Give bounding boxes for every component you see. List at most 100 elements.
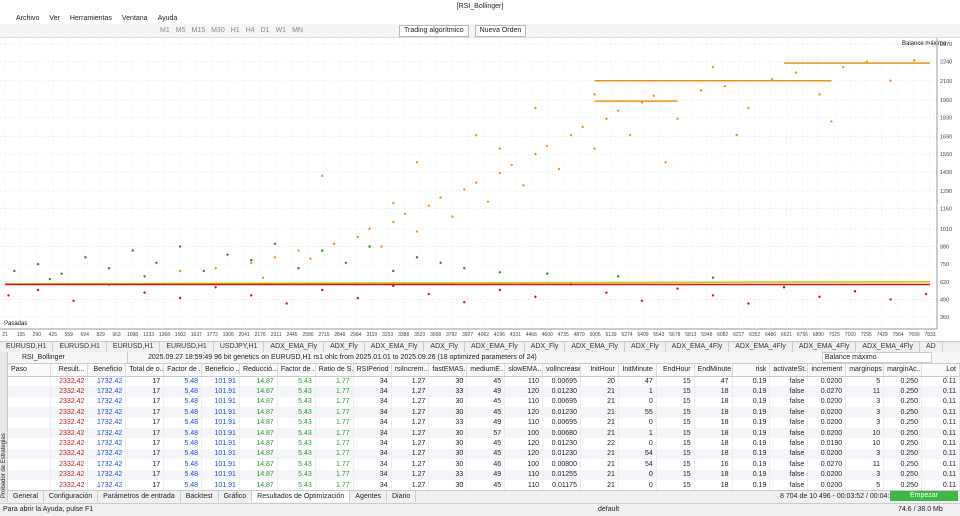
timeframe-button[interactable]: M30 xyxy=(211,27,225,34)
cell: 0.250 xyxy=(883,438,922,449)
column-header[interactable]: RSIPeriod xyxy=(353,364,392,377)
symbol-tab[interactable]: ADX_Fly xyxy=(324,342,365,352)
column-header[interactable]: Ratio de S... xyxy=(315,364,354,377)
symbol-tab[interactable]: EURUSD,H1 xyxy=(160,342,214,352)
cell: 0.19 xyxy=(732,386,771,397)
table-row[interactable]: 2332.42 1732.42 17 5.48 101.91 14.87 5.43 1.77 3… xyxy=(8,469,960,480)
symbol-tab[interactable]: ADX_Fly xyxy=(525,342,566,352)
cell: 5.43 xyxy=(277,407,316,418)
column-header[interactable]: risk xyxy=(732,364,771,377)
point xyxy=(178,245,182,248)
symbol-tab[interactable]: ADX_EMA_Fly xyxy=(264,342,325,352)
table-row[interactable]: 2332.42 1732.42 17 5.48 101.91 14.87 5.43 1.77 3… xyxy=(8,417,960,428)
symbol-tab[interactable]: ADX_EMA_4Fly xyxy=(666,342,730,352)
column-header[interactable]: InitHour xyxy=(580,364,619,377)
cell: 1.77 xyxy=(315,386,354,397)
timeframe-button[interactable]: MN xyxy=(292,27,303,34)
symbol-tab[interactable]: USDJPY,H1 xyxy=(214,342,265,352)
menu-item[interactable]: Ventana xyxy=(121,15,148,22)
column-header[interactable]: Reducció... xyxy=(239,364,278,377)
tester-tab[interactable]: Configuración xyxy=(44,491,99,502)
timeframe-button[interactable]: M15 xyxy=(191,27,206,34)
column-header[interactable]: fastEMAS... xyxy=(428,364,468,377)
x-axis-label: Pasadas xyxy=(4,321,27,327)
new-order-button[interactable]: Nueva Orden xyxy=(474,24,527,37)
tester-tab[interactable]: Diario xyxy=(387,491,417,502)
symbol-tab[interactable]: ADX_EMA_4Fly xyxy=(729,342,793,352)
column-header[interactable]: Result... xyxy=(50,364,89,377)
column-header[interactable]: Lot xyxy=(921,364,960,377)
timeframe-button[interactable]: W1 xyxy=(275,27,287,34)
x-tick-label: 5948 xyxy=(701,332,712,338)
column-header[interactable]: Beneficio ... xyxy=(201,364,240,377)
optimization-chart: Balance máximo Pasadas 23702240210019601… xyxy=(0,38,960,341)
menu-item[interactable]: Herramientas xyxy=(69,15,112,22)
column-header[interactable]: increment xyxy=(807,364,847,377)
column-header[interactable]: slowEMA... xyxy=(504,364,544,377)
symbol-tab[interactable]: ADX_EMA_4Fly xyxy=(793,342,857,352)
step-cell xyxy=(8,407,51,418)
menu-item[interactable]: Ver xyxy=(49,15,60,22)
table-row[interactable]: 2332.42 1732.42 17 5.48 101.91 14.87 5.43 1.77 3… xyxy=(8,459,960,470)
cell: 101.91 xyxy=(201,427,240,439)
column-header[interactable]: activateSt... xyxy=(769,364,809,377)
point xyxy=(545,272,549,275)
x-tick-label: 3388 xyxy=(398,332,409,338)
column-header[interactable]: Total de o... xyxy=(125,364,165,377)
table-row[interactable]: 2332.42 1732.42 17 5.48 101.91 14.87 5.43 1.77 3… xyxy=(8,479,960,490)
cell: 0.00680 xyxy=(542,427,581,439)
symbol-tab[interactable]: EURUSD,H1 xyxy=(53,342,107,352)
menu-item[interactable]: Archivo xyxy=(16,15,40,22)
y-tick-label: 2100 xyxy=(940,79,952,85)
symbol-tab[interactable]: ADX_Fly xyxy=(625,342,666,352)
symbol-tab[interactable]: EURUSD,H1 xyxy=(107,342,161,352)
start-button[interactable]: Empezar xyxy=(890,491,958,501)
criterion-select[interactable]: Balance máximo xyxy=(821,352,932,363)
timeframe-button[interactable]: M5 xyxy=(175,27,186,34)
symbol-tab[interactable]: ADX_Fly xyxy=(424,342,466,352)
tester-tab[interactable]: Resultados de Optimización xyxy=(252,491,351,502)
x-tick-label: 3792 xyxy=(446,332,457,338)
column-header[interactable]: Paso xyxy=(8,364,51,377)
column-header[interactable]: InitMinute xyxy=(618,364,657,377)
column-header[interactable]: marginops xyxy=(845,364,885,377)
symbol-tab[interactable]: ADX_EMA_Fly xyxy=(465,342,525,352)
column-header[interactable]: EndMinute xyxy=(694,364,733,377)
table-row[interactable]: 2332.42 1732.42 17 5.48 101.91 14.87 5.43 1.77 3… xyxy=(8,407,960,418)
point xyxy=(415,161,419,164)
symbol-tab[interactable]: ADX_EMA_Fly xyxy=(565,342,626,352)
table-row[interactable]: 2332.42 1732.42 17 5.48 101.91 14.87 5.43 1.77 3… xyxy=(8,386,960,397)
column-header[interactable]: Factor de ... xyxy=(277,364,316,377)
symbol-tab[interactable]: ADX_EMA_4Fly xyxy=(856,342,920,352)
algo-trading-button[interactable]: Trading algorítmico xyxy=(398,24,469,37)
timeframe-button[interactable]: D1 xyxy=(260,27,270,34)
symbol-tab[interactable]: AD xyxy=(920,342,943,352)
tester-tab[interactable]: Backtest xyxy=(181,491,219,502)
column-header[interactable]: marginAc... xyxy=(883,364,922,377)
column-header[interactable]: mediumE... xyxy=(466,364,506,377)
column-header[interactable]: EndHour xyxy=(656,364,695,377)
column-header[interactable]: Beneficio xyxy=(87,364,127,377)
step-cell xyxy=(8,438,51,449)
table-row[interactable]: 2332.42 1732.42 17 5.48 101.91 14.87 5.43 1.77 3… xyxy=(8,376,960,387)
tester-tab[interactable]: Agentes xyxy=(350,491,387,502)
table-row[interactable]: 2332.42 1732.42 17 5.48 101.91 14.87 5.43 1.77 3… xyxy=(8,396,960,408)
tester-tab[interactable]: Gráfico xyxy=(219,491,253,502)
table-row[interactable]: 2332.42 1732.42 17 5.48 101.91 14.87 5.43 1.77 3… xyxy=(8,438,960,449)
tester-tab[interactable]: General xyxy=(8,491,44,502)
y-tick-label: 880 xyxy=(940,244,949,250)
menu-item[interactable]: Ayuda xyxy=(157,15,178,22)
column-header[interactable]: rsiIncrem... xyxy=(391,364,430,377)
column-header[interactable]: volIncrease xyxy=(542,364,581,377)
column-header[interactable]: Factor de ... xyxy=(163,364,203,377)
timeframe-button[interactable]: H4 xyxy=(245,27,255,34)
cell: 1.77 xyxy=(315,417,354,428)
table-row[interactable]: 2332.42 1732.42 17 5.48 101.91 14.87 5.43 1.77 3… xyxy=(8,448,960,460)
table-row[interactable]: 2332.42 1732.42 17 5.48 101.91 14.87 5.43 1.77 3… xyxy=(8,427,960,439)
symbol-tab[interactable]: ADX_EMA_Fly xyxy=(365,342,425,352)
timeframe-button[interactable]: H1 xyxy=(230,27,240,34)
tester-tab[interactable]: Parámetros de entrada xyxy=(98,491,181,502)
timeframe-button[interactable]: M1 xyxy=(160,27,170,34)
symbol-tab[interactable]: EURUSD,H1 xyxy=(0,342,54,352)
cell: 0 xyxy=(618,417,657,428)
